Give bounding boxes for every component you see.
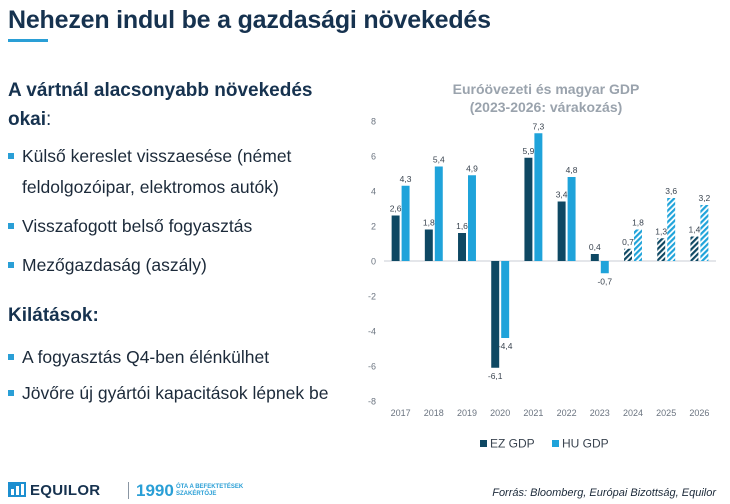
reason-item-1-continued: feldolgozóipar, elektromos autók)	[8, 172, 368, 203]
page-title: Nehezen indul be a gazdasági növekedés	[8, 6, 491, 34]
x-tick-label: 2021	[523, 408, 543, 418]
y-tick-label: 4	[371, 187, 376, 197]
y-tick-label: -4	[368, 327, 376, 337]
data-label: 4,8	[566, 165, 578, 175]
legend-swatch	[480, 440, 487, 447]
legend-label: HU GDP	[562, 437, 609, 451]
data-label: -4,4	[498, 341, 513, 351]
bar-ez-gdp	[491, 261, 500, 368]
data-label: 1,8	[632, 218, 644, 228]
outlook-heading: Kilátások:	[8, 305, 99, 326]
reason-text-3: Mezőgazdaság (aszály)	[22, 255, 207, 275]
bar-ez-gdp	[524, 157, 533, 261]
x-tick-label: 2020	[490, 408, 510, 418]
y-tick-label: -2	[368, 292, 376, 302]
bullet-square-icon	[8, 262, 14, 268]
x-tick-label: 2023	[590, 408, 610, 418]
legend-label: EZ GDP	[490, 437, 535, 451]
data-label: 1,4	[689, 225, 701, 235]
x-tick-label: 2025	[656, 408, 676, 418]
brand-year: 1990	[136, 481, 174, 500]
title-underline	[8, 39, 48, 42]
bar-ez-gdp	[424, 229, 433, 261]
data-label: -6,1	[488, 371, 503, 381]
brand-tagline-line-2: SZAKÉRTŐJE	[176, 491, 217, 497]
bullet-square-icon	[8, 390, 14, 396]
reasons-heading-line-2: okai:	[8, 105, 368, 134]
reasons-heading-colon: :	[46, 109, 52, 130]
outlook-text-2: Jövőre új gyártói kapacitások lépnek be	[22, 383, 329, 403]
reason-text-1b: feldolgozóipar, elektromos autók)	[22, 177, 279, 197]
reasons-heading-word: okai	[8, 109, 47, 130]
bar-hu-gdp	[434, 166, 443, 261]
x-tick-label: 2018	[424, 408, 444, 418]
data-label: 4,3	[400, 174, 412, 184]
x-tick-label: 2017	[391, 408, 411, 418]
reason-item-2: Visszafogott belső fogyasztás	[8, 211, 368, 242]
bar-ez-gdp	[458, 233, 466, 261]
brand-tagline: ÓTA A BEFEKTETÉSEK SZAKÉRTŐJE	[176, 484, 243, 498]
bar-hu-gdp	[567, 177, 576, 261]
bar-ez-gdp	[690, 236, 699, 261]
data-label: 4,9	[466, 163, 478, 173]
data-label: -0,7	[597, 276, 612, 286]
equilor-logo-icon	[8, 482, 26, 497]
bar-hu-gdp	[600, 261, 609, 274]
outlook-item-1: A fogyasztás Q4-ben élénkülhet	[8, 342, 368, 373]
x-tick-label: 2022	[557, 408, 577, 418]
data-label: 5,9	[523, 146, 535, 156]
data-label: 3,4	[556, 190, 568, 200]
y-tick-label: 2	[371, 222, 376, 232]
reason-text-2: Visszafogott belső fogyasztás	[22, 216, 253, 236]
data-label: 3,2	[698, 193, 710, 203]
text-panel: A vártnál alacsonyabb növekedés okai: Kü…	[8, 76, 368, 409]
legend-swatch	[552, 440, 559, 447]
bar-hu-gdp	[634, 229, 642, 261]
chart-title: Euróövezeti és magyar GDP	[452, 81, 640, 97]
data-label: 0,7	[622, 237, 634, 247]
reason-item-1: Külső kereslet visszaesése (német	[8, 141, 368, 172]
bar-ez-gdp	[590, 254, 599, 261]
bar-hu-gdp	[401, 185, 410, 261]
reason-text-1: Külső kereslet visszaesése (német	[22, 146, 292, 166]
source-note: Forrás: Bloomberg, Európai Bizottság, Eq…	[492, 487, 716, 499]
y-tick-label: 6	[371, 152, 376, 162]
x-tick-label: 2026	[689, 408, 709, 418]
bar-hu-gdp	[700, 205, 709, 261]
bullet-square-icon	[8, 354, 14, 360]
bar-ez-gdp	[657, 238, 666, 261]
data-label: 7,3	[532, 121, 544, 131]
x-tick-label: 2024	[623, 408, 643, 418]
data-label: 0,4	[589, 242, 601, 252]
bar-ez-gdp	[391, 215, 400, 261]
bar-ez-gdp	[557, 201, 566, 261]
bar-hu-gdp	[468, 175, 476, 261]
outlook-text-1: A fogyasztás Q4-ben élénkülhet	[22, 347, 270, 367]
data-label: 5,4	[433, 155, 445, 165]
y-tick-label: -6	[368, 362, 376, 372]
data-label: 3,6	[665, 186, 677, 196]
outlook-item-2: Jövőre új gyártói kapacitások lépnek be	[8, 378, 368, 409]
data-label: 1,3	[655, 226, 667, 236]
brand-name: EQUILOR	[30, 482, 101, 499]
data-label: 1,6	[456, 221, 468, 231]
y-tick-label: 8	[371, 117, 376, 127]
reason-item-3: Mezőgazdaság (aszály)	[8, 250, 368, 281]
bar-hu-gdp	[667, 198, 676, 261]
bar-ez-gdp	[624, 248, 632, 261]
bar-hu-gdp	[501, 261, 510, 338]
y-tick-label: 0	[371, 257, 376, 267]
data-label: 1,8	[423, 218, 435, 228]
y-tick-label: -8	[368, 397, 376, 407]
bullet-square-icon	[8, 153, 14, 159]
x-tick-label: 2019	[457, 408, 477, 418]
data-label: 2,6	[390, 204, 402, 214]
brand-tagline-line-1: ÓTA A BEFEKTETÉSEK	[176, 484, 244, 490]
chart-subtitle: (2023-2026: várakozás)	[469, 99, 623, 115]
reasons-heading-line-1: A vártnál alacsonyabb növekedés	[8, 80, 313, 101]
bar-hu-gdp	[534, 133, 543, 261]
bullet-square-icon	[8, 223, 14, 229]
footer-separator	[128, 482, 129, 499]
